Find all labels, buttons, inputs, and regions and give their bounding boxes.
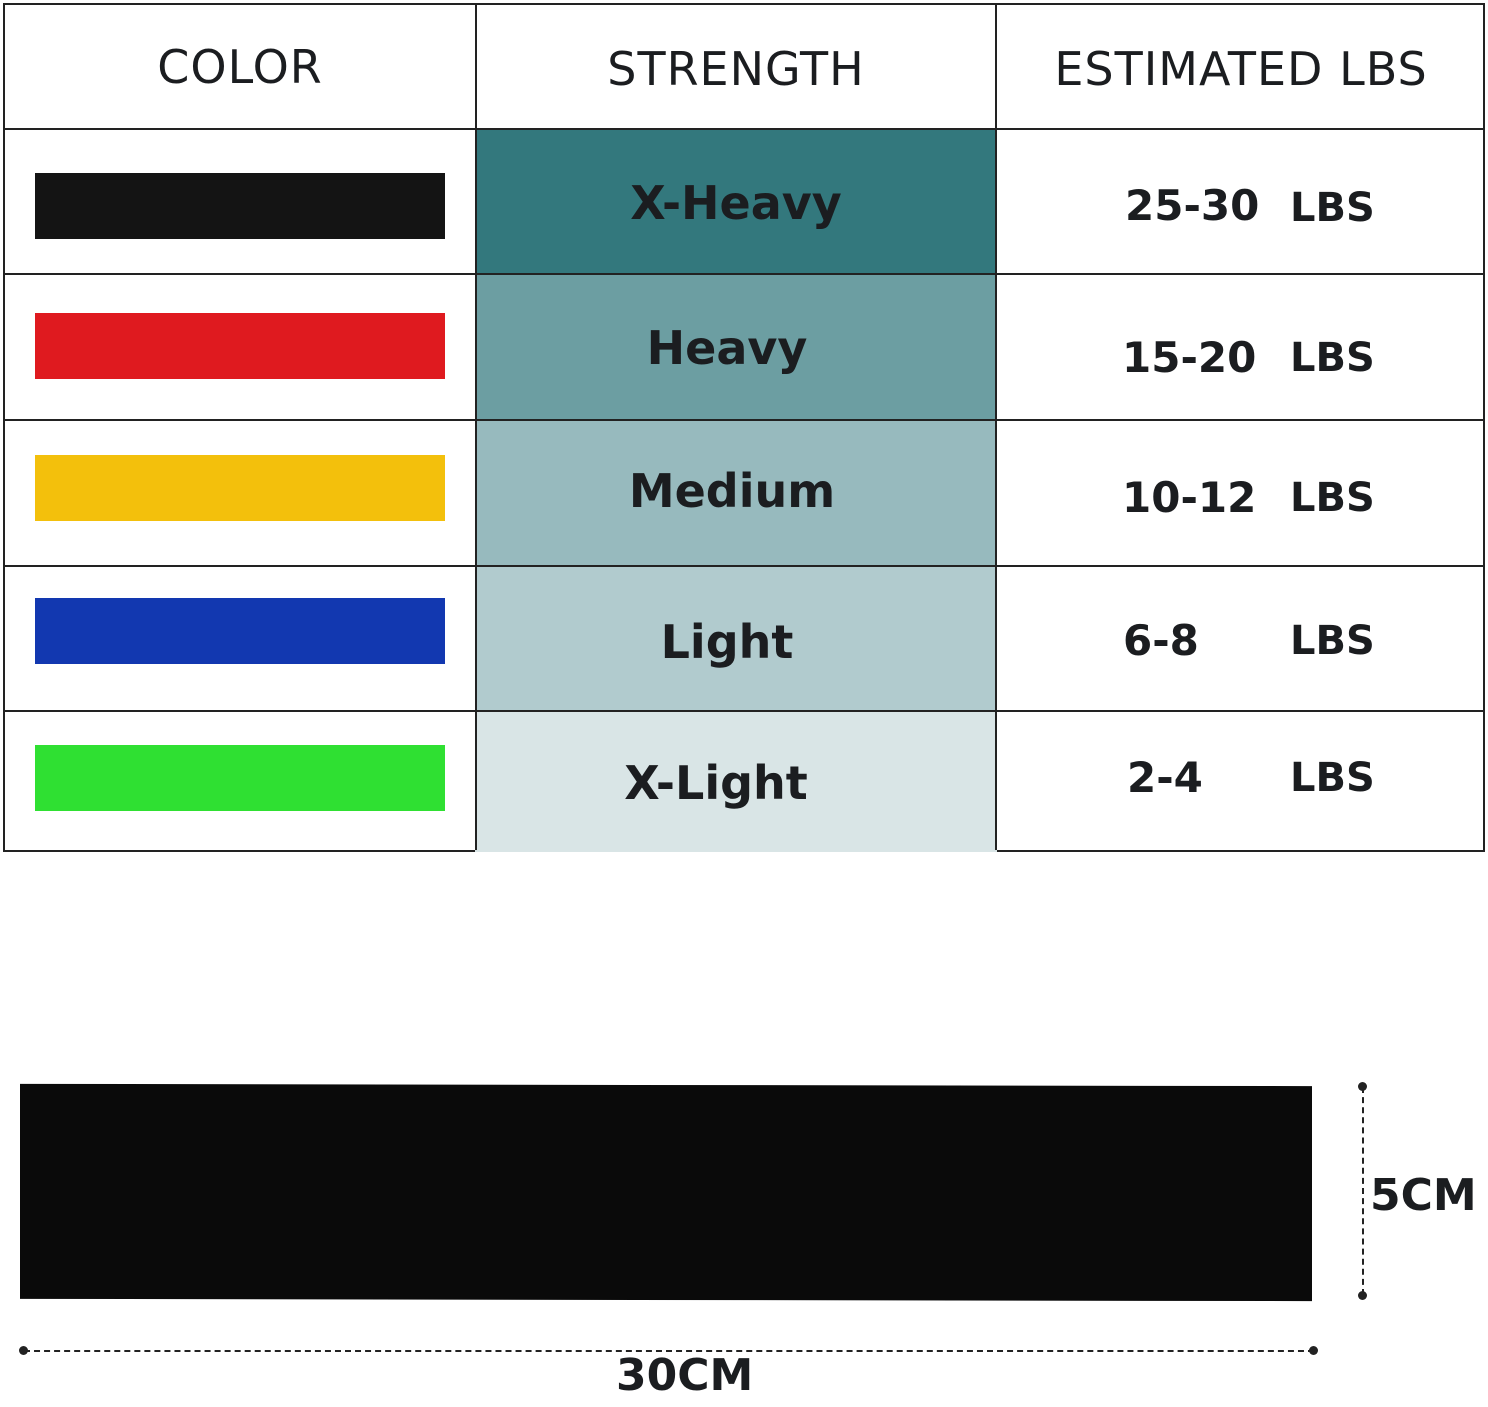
lbs-unit: LBS: [1290, 475, 1375, 521]
strength-cell-3: [475, 565, 997, 712]
strength-cell-4: [475, 710, 997, 852]
dimension-endpoint: [1358, 1082, 1367, 1091]
width-dimension-line: [24, 1350, 1314, 1352]
lbs-range: 10-12: [1122, 473, 1257, 522]
strength-label: Heavy: [646, 321, 808, 375]
lbs-range: 25-30: [1125, 181, 1260, 230]
lbs-unit: LBS: [1290, 185, 1375, 231]
height-label: 5CM: [1370, 1170, 1477, 1221]
dimension-endpoint: [1309, 1346, 1318, 1355]
header-strength: STRENGTH: [607, 42, 865, 96]
band-swatch-red: [35, 313, 445, 379]
strength-label: Medium: [628, 464, 836, 518]
height-dimension-line: [1362, 1087, 1364, 1295]
width-label: 30CM: [616, 1350, 754, 1401]
strength-label: X-Heavy: [630, 175, 842, 230]
band-swatch-blue: [35, 598, 445, 664]
column-divider: [475, 5, 477, 850]
lbs-unit: LBS: [1290, 335, 1375, 381]
strength-label: Light: [660, 615, 794, 669]
resistance-table: COLOR STRENGTH ESTIMATED LBS X-Heavy Hea…: [3, 3, 1485, 852]
lbs-range: 2-4: [1127, 753, 1203, 802]
header-estimated-lbs: ESTIMATED LBS: [1054, 42, 1428, 96]
strength-cell-2: [475, 419, 997, 567]
band-swatch-black: [35, 173, 445, 239]
strength-label: X-Light: [624, 756, 808, 810]
lbs-unit: LBS: [1290, 755, 1375, 801]
dimension-endpoint: [19, 1346, 28, 1355]
row-divider: [5, 710, 1483, 712]
column-divider: [995, 5, 997, 850]
lbs-range: 6-8: [1123, 616, 1199, 665]
resistance-band-photo: [20, 1083, 1312, 1302]
header-color: COLOR: [157, 39, 323, 94]
row-divider: [5, 565, 1483, 567]
band-swatch-green: [35, 745, 445, 811]
row-divider: [5, 419, 1483, 421]
lbs-unit: LBS: [1290, 618, 1375, 664]
strength-cell-1: [475, 273, 997, 421]
row-divider: [5, 273, 1483, 275]
dimension-endpoint: [1358, 1291, 1367, 1300]
row-divider: [5, 128, 1483, 130]
band-swatch-yellow: [35, 455, 445, 521]
lbs-range: 15-20: [1122, 333, 1257, 382]
strength-cell-0: [475, 128, 997, 275]
